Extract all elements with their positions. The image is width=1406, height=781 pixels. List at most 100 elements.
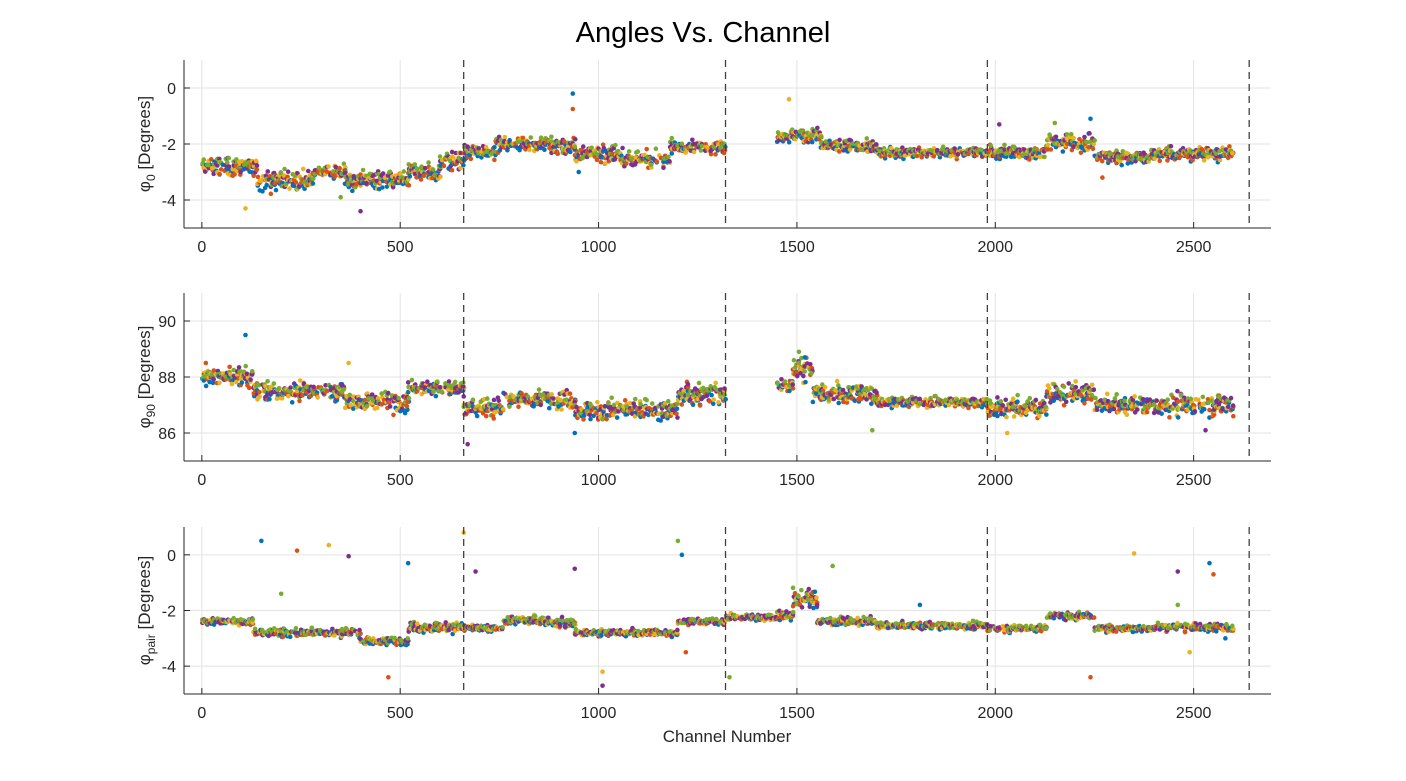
data-point (309, 628, 315, 634)
data-point (666, 154, 671, 160)
data-point (675, 627, 680, 633)
data-point (264, 182, 270, 188)
data-point (210, 380, 216, 386)
outlier-point (358, 208, 363, 214)
data-point (384, 184, 390, 189)
data-point (1002, 147, 1008, 152)
data-point (1045, 142, 1051, 148)
data-point (483, 413, 489, 419)
data-point (1089, 393, 1095, 398)
data-point (288, 385, 293, 390)
data-point (525, 394, 531, 399)
data-point (1168, 143, 1174, 149)
data-point (594, 157, 600, 163)
data-point (818, 134, 824, 140)
data-point (293, 180, 299, 185)
data-point (232, 172, 237, 177)
data-point (390, 184, 396, 190)
data-point (1089, 382, 1095, 388)
data-point (600, 142, 606, 148)
data-point (690, 137, 695, 143)
data-point (594, 411, 599, 416)
data-point (324, 388, 330, 394)
data-point (710, 401, 716, 407)
data-point (1175, 399, 1181, 405)
data-point (1063, 399, 1069, 405)
x-tick-label: 1500 (779, 239, 815, 256)
data-point (565, 144, 571, 150)
data-point (791, 357, 797, 363)
data-point (787, 388, 792, 394)
data-point (685, 381, 691, 387)
data-point (369, 392, 375, 397)
data-point (347, 392, 353, 398)
data-point (864, 136, 870, 141)
data-point (1119, 162, 1124, 168)
data-point (414, 166, 420, 172)
outlier-point (870, 427, 875, 433)
outlier-point (203, 360, 209, 366)
data-point (935, 147, 940, 153)
data-point (251, 173, 256, 178)
data-point (387, 404, 393, 409)
data-point (646, 412, 651, 418)
data-point (831, 396, 837, 402)
data-point (239, 380, 245, 385)
data-point (305, 168, 311, 174)
data-point (704, 393, 710, 399)
x-tick-label: 1500 (779, 472, 815, 489)
data-point (285, 169, 291, 174)
data-point (571, 621, 577, 627)
data-points (199, 530, 1236, 688)
data-point (1170, 395, 1176, 401)
data-point (691, 149, 697, 155)
data-point (1048, 147, 1054, 152)
data-point (624, 161, 629, 166)
data-point (675, 401, 680, 407)
outlier-point (243, 206, 248, 211)
y-tick-label: 0 (167, 548, 176, 565)
data-point (790, 382, 796, 387)
data-point (660, 414, 666, 420)
data-point (852, 398, 858, 404)
data-point (1217, 157, 1223, 163)
data-point (1073, 379, 1078, 384)
data-point (697, 403, 703, 408)
data-point (549, 134, 554, 140)
data-point (326, 164, 331, 169)
data-point (611, 402, 617, 408)
data-point (231, 367, 237, 373)
data-point (1205, 154, 1211, 160)
x-tick-label: 500 (387, 239, 414, 256)
data-point (661, 165, 666, 170)
data-point (859, 384, 864, 389)
data-point (492, 144, 497, 150)
data-point (541, 392, 546, 397)
outlier-point (576, 169, 582, 175)
data-point (698, 148, 704, 153)
data-point (799, 355, 804, 361)
data-point (1125, 161, 1131, 166)
outlier-point (1100, 175, 1105, 180)
data-point (779, 376, 784, 382)
data-point (1227, 144, 1232, 149)
y-tick-label: -2 (162, 137, 176, 154)
data-point (802, 369, 807, 374)
data-point (310, 176, 316, 182)
data-point (405, 636, 411, 641)
data-point (1051, 395, 1057, 400)
data-point (246, 385, 252, 391)
data-point (705, 144, 710, 150)
data-point (234, 379, 239, 385)
data-point (255, 174, 261, 180)
data-point (1130, 397, 1136, 403)
data-point (558, 397, 563, 403)
data-point (622, 398, 628, 403)
data-point (342, 405, 348, 411)
data-point (803, 379, 808, 385)
data-point (1112, 396, 1118, 401)
data-point (412, 162, 418, 167)
data-point (226, 164, 232, 169)
